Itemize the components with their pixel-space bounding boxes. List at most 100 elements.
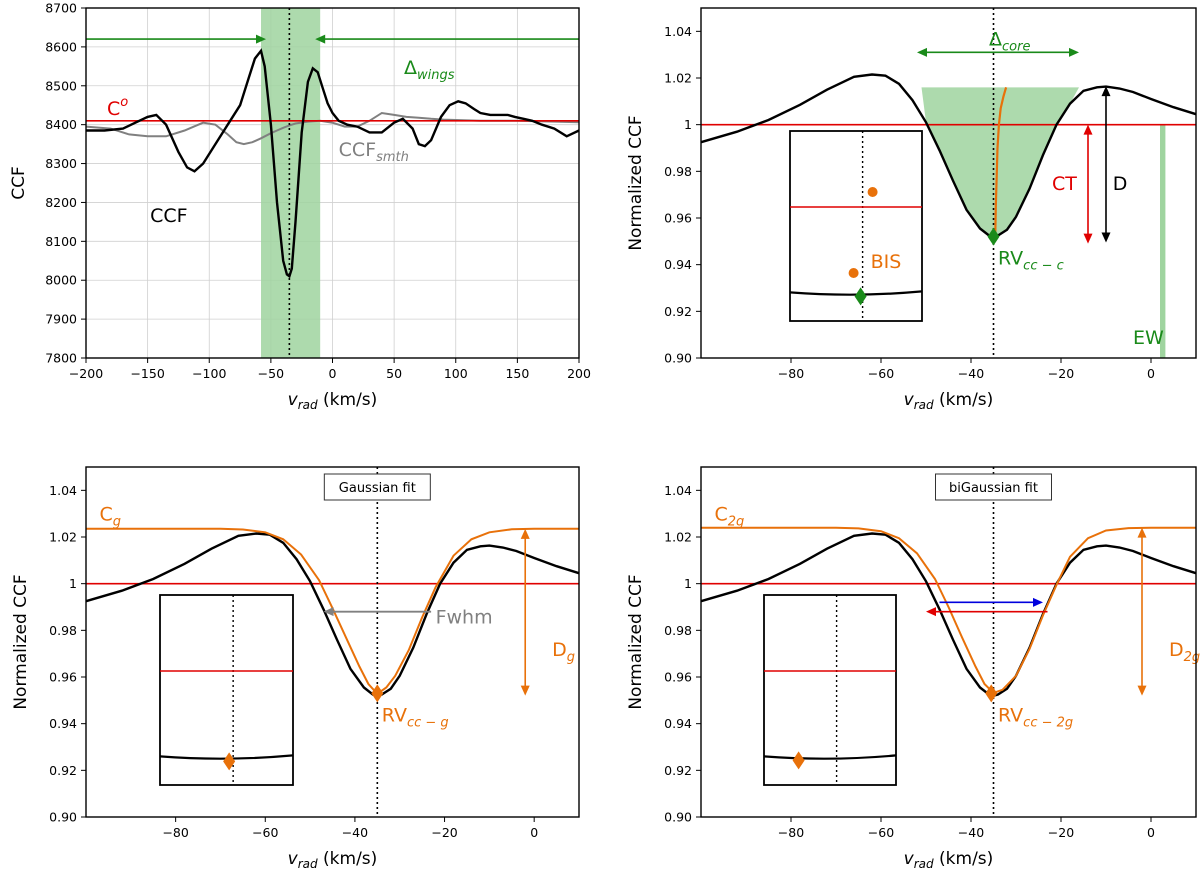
y-tick-label: 8200 — [45, 195, 77, 210]
x-axis-label-var: v — [288, 849, 299, 869]
y-tick-label: 1.04 — [664, 24, 692, 39]
d-g-label: Dg — [552, 639, 575, 665]
grid-lines — [85, 7, 580, 359]
x-tick-label: 0 — [530, 825, 538, 840]
axes: −80 −60 −40 −20 0 0.90 0.92 0.94 0.96 0.98 1 1.02 1.… — [11, 466, 580, 871]
fwhm-label: Fwhm — [436, 606, 493, 628]
axes: −80 −60 −40 −20 0 0.90 0.92 0.94 0.96 0.98 1 1.02 1.… — [626, 7, 1197, 412]
x-axis-label: vrad (km/s) — [288, 390, 378, 412]
inset-rv-marker — [223, 752, 236, 771]
bis-label: BIS — [871, 251, 902, 273]
y-tick-label: 1.04 — [664, 483, 692, 498]
delta-core-arrow-left-head — [917, 47, 927, 57]
y-tick-label: 0.96 — [49, 670, 77, 685]
x-tick-label: −60 — [868, 825, 894, 840]
y-tick-label: 1.04 — [49, 483, 77, 498]
red-arrow-head — [926, 607, 936, 617]
x-tick-label: −40 — [958, 825, 984, 840]
inset-rv-marker — [854, 287, 867, 306]
x-tick-label: −50 — [258, 366, 284, 381]
rv-marker — [371, 684, 384, 703]
plot-frame — [700, 466, 1197, 818]
x-axis-label-sub: rad — [298, 398, 318, 412]
x-tick-label: −80 — [778, 825, 804, 840]
ccf-label: CCF — [150, 205, 187, 227]
ew-bar — [1160, 124, 1166, 359]
inset-rv-marker — [792, 751, 805, 770]
plot-frame — [85, 466, 580, 818]
fit-label-box — [323, 473, 431, 501]
y-tick-label: 0.96 — [664, 670, 692, 685]
x-tick-label: 50 — [386, 366, 402, 381]
y-tick-label: 0.96 — [664, 211, 692, 226]
delta-core-arrow-right-head — [1069, 47, 1079, 57]
ccf-line — [86, 48, 580, 279]
x-tick-label: 100 — [444, 366, 468, 381]
rv-marker — [985, 684, 998, 703]
y-tick-label: 7800 — [45, 351, 77, 366]
y-tick-label: 0.94 — [49, 716, 77, 731]
y-tick-label: 0.92 — [49, 763, 77, 778]
x-tick-label: −20 — [1048, 825, 1074, 840]
rv-cc-g-label: RVcc − g — [382, 704, 449, 730]
y-tick-label: 0.92 — [664, 763, 692, 778]
inset-frame — [159, 594, 294, 786]
y-tick-label: 1 — [69, 576, 77, 591]
x-tick-label: 0 — [1147, 366, 1155, 381]
inset-frame — [789, 130, 923, 322]
wings-arrow-left-head — [256, 34, 267, 44]
bigaussian-inset — [763, 594, 897, 786]
y-tick-label: 7900 — [45, 312, 77, 327]
x-axis-label-sub: rad — [914, 857, 934, 871]
y-tick-label: 8100 — [45, 234, 77, 249]
wings-arrow-right-head — [315, 34, 326, 44]
x-tick-label: 200 — [567, 366, 591, 381]
gaussian-fit-line — [86, 527, 579, 696]
x-axis-label-sub: rad — [914, 398, 934, 412]
x-axis-label-var: v — [904, 390, 915, 410]
d-arrow-top-head — [1101, 86, 1111, 97]
inset-frame — [763, 594, 897, 786]
rv-marker — [987, 227, 1000, 246]
panel-ccf-normalized-core: BIS Δcore CT D EW RVcc − c −80 −60 −40 −20 0… — [626, 7, 1197, 412]
d-2g-arrow-top-head — [1137, 527, 1147, 538]
fit-label-box — [935, 473, 1052, 501]
y-tick-label: 1.02 — [664, 71, 692, 86]
x-axis-label: vrad (km/s) — [288, 849, 378, 871]
x-axis-label-units: (km/s) — [318, 849, 378, 869]
fit-label-text: Gaussian fit — [339, 481, 416, 496]
y-tick-label: 0.90 — [49, 810, 77, 825]
fwhm-arrow-left-head — [323, 607, 334, 617]
x-tick-label: −80 — [162, 825, 188, 840]
x-tick-label: −80 — [778, 366, 804, 381]
y-axis-label: CCF — [9, 166, 29, 200]
y-tick-label: 8700 — [45, 1, 77, 16]
y-axis-label: Normalized CCF — [626, 574, 646, 709]
x-tick-label: 0 — [329, 366, 337, 381]
x-tick-label: −20 — [431, 825, 457, 840]
ct-arrow-top-head — [1083, 124, 1093, 135]
x-axis-label-var: v — [288, 390, 299, 410]
y-tick-label: 1.02 — [664, 530, 692, 545]
rv-cc-2g-label: RVcc − 2g — [998, 704, 1073, 730]
inset-ccf-bottom — [763, 754, 897, 760]
inset-bis-point-upper — [867, 187, 878, 197]
panel-bigaussian-fit: biGaussian fit C2g D2g RVcc − 2g −80 −60−… — [626, 466, 1200, 871]
y-tick-label: 1.02 — [49, 530, 77, 545]
y-tick-label: 8000 — [45, 273, 77, 288]
d-g-arrow-top-head — [520, 528, 530, 539]
d-arrow-bottom-head — [1101, 232, 1111, 243]
x-tick-label: −60 — [868, 366, 894, 381]
panel-ccf-raw: Co Δwings CCF CCFsmth −200 −150 −100 −50 0 50… — [9, 1, 591, 413]
c-o-label: Co — [107, 95, 128, 120]
x-tick-label: −40 — [958, 366, 984, 381]
ct-arrow-bottom-head — [1083, 233, 1093, 244]
ew-label: EW — [1133, 327, 1164, 349]
bisector-line — [994, 86, 1008, 235]
axes: −200 −150 −100 −50 0 50 100 150 200 7800 7900 8000 8… — [9, 1, 591, 413]
c-g-label: Cg — [99, 504, 121, 530]
x-axis-label: vrad (km/s) — [904, 849, 994, 871]
d-label: D — [1113, 173, 1128, 195]
c-2g-label: C2g — [715, 504, 745, 530]
y-axis-label: Normalized CCF — [11, 574, 31, 709]
